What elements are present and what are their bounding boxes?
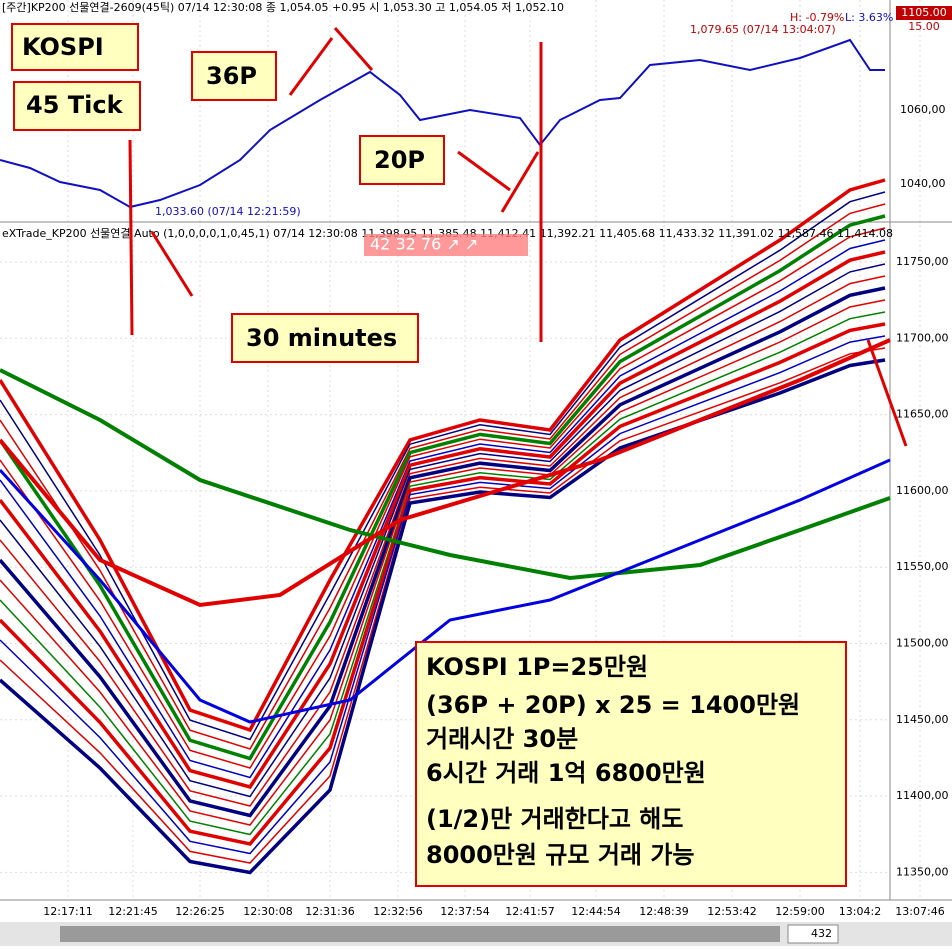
x-tick-label: 12:59:00 xyxy=(775,905,824,918)
badge xyxy=(364,234,528,256)
indicator-line xyxy=(0,214,886,761)
x-tick-label: 12:41:57 xyxy=(505,905,554,918)
slow-line xyxy=(0,368,891,581)
arrow xyxy=(150,231,194,297)
x-tick-label: 12:37:54 xyxy=(440,905,489,918)
indicator-line xyxy=(0,335,886,855)
annotation: 45 Tick xyxy=(26,91,124,119)
note-line: 거래시간 30분 xyxy=(426,725,578,753)
y-tick-label: 1040,00 xyxy=(900,177,946,190)
arrows xyxy=(128,27,908,447)
annotation: 36P xyxy=(206,62,257,90)
top-header: [주간]KP200 선물연결-2609(45틱) 07/14 12:30:08 … xyxy=(2,1,564,14)
y-tick-label: 11650,00 xyxy=(896,408,949,421)
annotation-box xyxy=(11,23,139,71)
indicator-line xyxy=(0,311,886,836)
high-pct: H: -0.79% xyxy=(790,11,844,24)
arrow xyxy=(866,339,908,447)
y-tick-label: 11400,00 xyxy=(896,789,949,802)
note-line: (1/2)만 거래한다고 해도 xyxy=(426,805,683,833)
arrow xyxy=(500,151,540,213)
annotation-box xyxy=(359,135,445,185)
high-label: 1,079.65 (07/14 13:04:07) xyxy=(690,23,836,36)
indicator-line xyxy=(0,191,886,741)
note-line: 8000만원 규모 거래 가능 xyxy=(426,841,695,869)
price-box xyxy=(896,6,952,20)
y-tick-label: 11600,00 xyxy=(896,484,949,497)
annotation-box xyxy=(231,313,419,363)
x-tick-label: 12:30:08 xyxy=(243,905,292,918)
indicator-line xyxy=(0,227,886,769)
x-tick-label: 13:04:2 xyxy=(839,905,881,918)
x-tick-label: 12:44:54 xyxy=(571,905,620,918)
note-box xyxy=(415,641,847,887)
low-label: 1,033.60 (07/14 12:21:59) xyxy=(155,205,301,218)
indicator-line xyxy=(0,250,886,790)
indicator-line xyxy=(0,239,886,779)
x-tick-label: 12:31:36 xyxy=(305,905,354,918)
price-sub: 15.00 xyxy=(908,20,940,33)
y-axis: 11750,00 11700,00 11650,00 11600,00 11550,00… xyxy=(896,255,949,878)
annotation: 30 minutes xyxy=(246,324,397,352)
indicator-line xyxy=(0,358,886,875)
x-axis: 12:17:11 12:21:45 12:26:25 12:30:08 12:31:36… xyxy=(43,905,944,918)
x-tick-label: 12:53:42 xyxy=(707,905,756,918)
indicator-line xyxy=(0,263,886,798)
y-tick-label: 1060,00 xyxy=(900,103,946,116)
price-box-text: 1105.00 xyxy=(901,6,947,19)
x-tick-label: 13:07:46 xyxy=(895,905,944,918)
scroll-value: 432 xyxy=(811,927,832,940)
x-tick-label: 12:17:11 xyxy=(43,905,92,918)
badge-text: 42 32 76 ↗ ↗ xyxy=(370,235,478,254)
arrow xyxy=(288,37,334,96)
blue-line xyxy=(0,458,891,724)
note-line: (36P + 20P) x 25 = 1400만원 xyxy=(426,691,800,719)
indicator-line xyxy=(0,203,886,750)
arrow xyxy=(333,27,374,71)
indicator-curves xyxy=(0,178,891,875)
lower-header: eXTrade_KP200 선물연결 Auto (1,0,0,0,0,1,0,4… xyxy=(2,227,893,240)
annotation-box xyxy=(191,51,277,101)
note-line: 6시간 거래 1억 6800만원 xyxy=(426,759,706,787)
x-tick-label: 12:32:56 xyxy=(373,905,422,918)
x-tick-label: 12:21:45 xyxy=(108,905,157,918)
indicator-line xyxy=(0,286,886,818)
arrow xyxy=(457,150,511,192)
indicator-line xyxy=(0,275,886,807)
y-tick-label: 11550,00 xyxy=(896,560,949,573)
annotation-box xyxy=(13,81,141,131)
marker-line xyxy=(128,139,134,336)
scroll-input[interactable] xyxy=(787,924,839,944)
price-line xyxy=(0,38,885,209)
x-tick-label: 12:48:39 xyxy=(639,905,688,918)
low-pct: L: 3.63% xyxy=(845,11,893,24)
y-tick-label: 11500,00 xyxy=(896,637,949,650)
scroll-thumb[interactable] xyxy=(60,926,780,942)
annotation: KOSPI xyxy=(22,33,104,61)
note-line: KOSPI 1P=25만원 xyxy=(426,653,648,681)
x-tick-label: 12:26:25 xyxy=(175,905,224,918)
red-line xyxy=(0,338,891,608)
y-tick-label: 11700,00 xyxy=(896,331,949,344)
y-tick-label: 11350,00 xyxy=(896,865,949,878)
indicator-line xyxy=(0,347,886,864)
indicator-line xyxy=(0,178,886,733)
y-tick-label: 11450,00 xyxy=(896,713,949,726)
annotation: 20P xyxy=(374,146,425,174)
indicator-line xyxy=(0,299,886,826)
y-tick-label: 11750,00 xyxy=(896,255,949,268)
indicator-line xyxy=(0,322,886,846)
